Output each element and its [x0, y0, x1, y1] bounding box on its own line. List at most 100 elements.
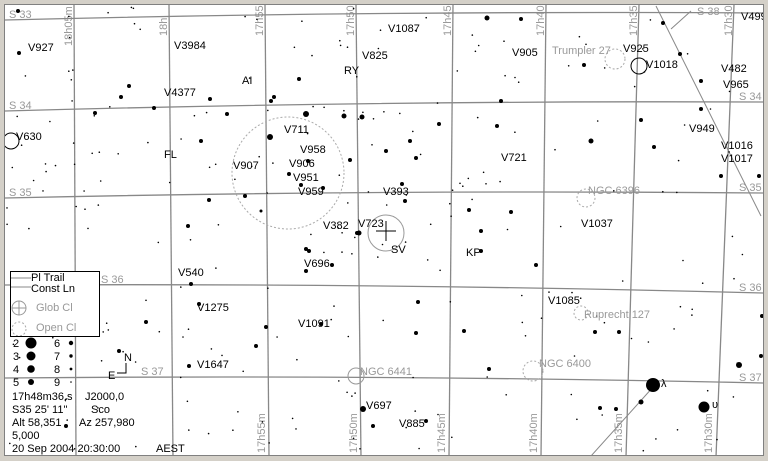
- star: [264, 325, 268, 329]
- faint-star: [621, 280, 624, 282]
- faint-star: [268, 442, 271, 444]
- star: [698, 401, 710, 413]
- faint-star: [44, 163, 47, 165]
- faint-star: [382, 319, 385, 322]
- faint-star: [548, 291, 550, 293]
- faint-star: [429, 223, 432, 226]
- ra-gridline: [448, 4, 454, 458]
- dec-label-right: S 34: [739, 91, 762, 103]
- faint-star: [436, 102, 439, 104]
- faint-star: [372, 118, 375, 120]
- faint-star: [338, 380, 340, 382]
- faint-star: [613, 190, 615, 192]
- star: [371, 424, 375, 428]
- faint-star: [477, 44, 480, 47]
- crosshair-icon: [376, 221, 396, 241]
- faint-star: [276, 336, 278, 338]
- faint-star: [741, 253, 744, 256]
- star-label: V696: [304, 258, 330, 270]
- faint-star: [426, 259, 429, 261]
- faint-star: [706, 389, 709, 392]
- faint-star: [682, 259, 684, 262]
- faint-star: [107, 11, 109, 14]
- ra-label-bottom: 17h55m: [256, 413, 268, 453]
- faint-star: [54, 164, 57, 167]
- star-label: V951: [293, 172, 319, 184]
- faint-star: [157, 241, 160, 244]
- faint-star: [471, 34, 474, 36]
- magnitude-label: 7: [54, 351, 60, 363]
- dec-label: S 33: [9, 9, 32, 21]
- magnitude-symbol: [70, 381, 72, 383]
- star-label: V1016: [721, 140, 753, 152]
- cluster-circle: [630, 57, 648, 75]
- faint-star: [351, 253, 353, 255]
- faint-star: [341, 251, 343, 253]
- magnitude-label: 6: [54, 338, 60, 350]
- star: [652, 145, 656, 149]
- faint-star: [215, 267, 217, 269]
- faint-star: [357, 118, 360, 120]
- star-label: V1085: [548, 295, 580, 307]
- faint-star: [405, 426, 408, 429]
- faint-star: [439, 269, 441, 272]
- faint-star: [377, 47, 380, 50]
- faint-star: [709, 108, 712, 110]
- faint-star: [642, 449, 645, 452]
- star: [661, 21, 665, 25]
- ra-label: 17h55m: [254, 5, 266, 36]
- faint-star: [596, 120, 599, 122]
- star-label: V1017: [721, 153, 753, 165]
- faint-star: [256, 18, 258, 21]
- faint-star: [485, 183, 487, 185]
- star: [187, 364, 191, 368]
- faint-star: [459, 182, 461, 185]
- star-label: V723: [358, 218, 384, 230]
- faint-star: [337, 227, 340, 229]
- faint-star: [28, 227, 30, 230]
- faint-star: [272, 162, 274, 164]
- faint-star: [716, 438, 718, 441]
- faint-star: [68, 36, 71, 39]
- faint-star: [217, 224, 220, 226]
- faint-star: [109, 106, 111, 108]
- faint-star: [499, 180, 501, 183]
- star: [614, 407, 618, 411]
- star-label: V499: [741, 11, 763, 23]
- faint-star: [504, 74, 506, 77]
- faint-star: [347, 202, 349, 204]
- cluster-circle: [573, 305, 589, 321]
- star: [321, 186, 325, 190]
- faint-star: [73, 163, 76, 166]
- faint-star: [52, 336, 54, 339]
- star: [360, 406, 366, 412]
- ra-label-bottom: 17h30m: [703, 413, 715, 453]
- faint-star: [381, 243, 384, 246]
- star-label: V1037: [581, 218, 613, 230]
- star: [759, 354, 763, 358]
- faint-star: [540, 317, 543, 320]
- faint-star: [188, 429, 190, 431]
- faint-star: [437, 413, 439, 416]
- star: [519, 17, 523, 21]
- star: [593, 330, 597, 334]
- ra-label-bottom: 17h50m: [348, 413, 360, 453]
- star: [17, 51, 21, 55]
- star: [582, 63, 586, 67]
- faint-star: [419, 153, 422, 156]
- faint-star: [338, 174, 341, 176]
- faint-star: [414, 410, 417, 412]
- dec-gridline: [4, 284, 764, 294]
- faint-star: [139, 28, 141, 31]
- faint-star: [354, 392, 356, 394]
- faint-star: [633, 85, 636, 88]
- info-az: Az 257,980: [79, 417, 135, 429]
- faint-star: [603, 321, 606, 324]
- star: [534, 263, 538, 267]
- info-ra: 17h48m36,s: [12, 391, 73, 403]
- faint-star: [356, 76, 358, 78]
- star: [144, 320, 148, 324]
- faint-star: [207, 432, 210, 435]
